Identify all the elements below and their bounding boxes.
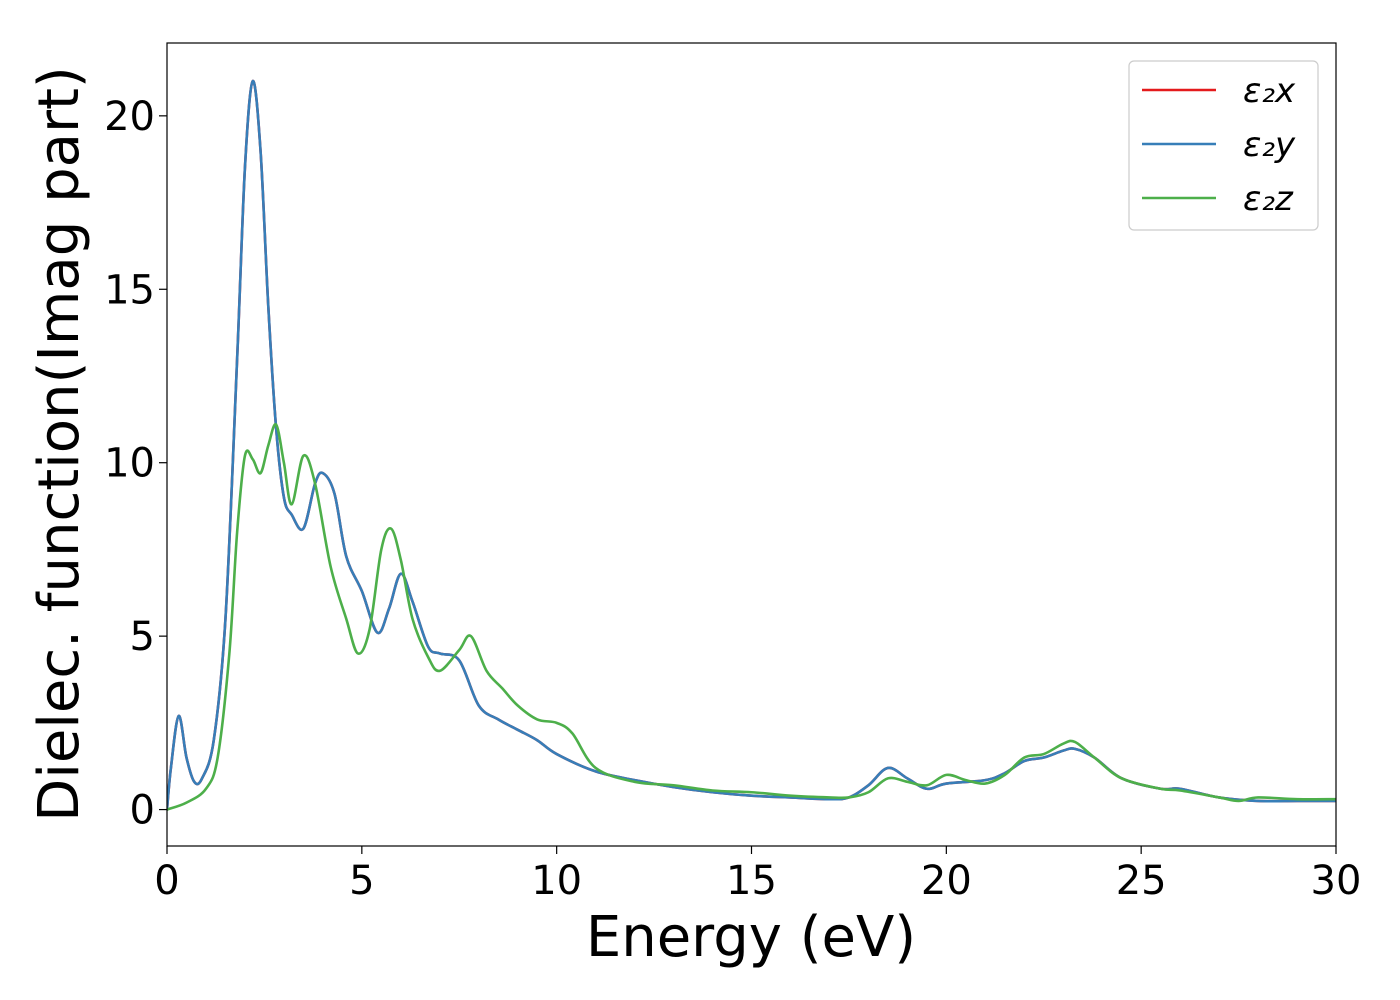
y-tick-label: 20 xyxy=(104,94,155,140)
x-tick-label: 0 xyxy=(154,858,179,904)
legend-label-1: ε₂y xyxy=(1243,125,1296,165)
legend-label-0: ε₂x xyxy=(1243,71,1296,111)
y-tick-label: 0 xyxy=(130,788,155,834)
x-axis-title: Energy (eV) xyxy=(586,905,916,970)
x-tick-label: 15 xyxy=(726,858,777,904)
y-axis-ticks: 0 5 10 15 20 xyxy=(104,94,167,834)
legend-box xyxy=(1128,60,1319,231)
y-tick-label: 15 xyxy=(104,267,155,313)
x-tick-label: 5 xyxy=(349,858,374,904)
x-tick-label: 20 xyxy=(921,858,972,904)
legend-label-2: ε₂z xyxy=(1243,179,1294,219)
x-tick-label: 30 xyxy=(1311,858,1362,904)
legend: ε₂x ε₂y ε₂z xyxy=(1128,60,1319,231)
x-axis-ticks: 0 5 10 15 20 25 30 xyxy=(154,846,1361,904)
y-tick-label: 5 xyxy=(130,614,155,660)
series-line-1 xyxy=(167,79,1336,811)
series-line-2 xyxy=(167,422,1336,811)
y-tick-label: 10 xyxy=(104,441,155,487)
x-tick-label: 25 xyxy=(1116,858,1167,904)
y-axis-title: Dielec. function(Imag part) xyxy=(27,66,92,822)
x-tick-label: 10 xyxy=(531,858,582,904)
series-layer xyxy=(167,79,1336,811)
